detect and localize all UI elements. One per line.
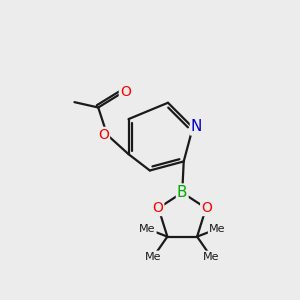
Text: Me: Me [203, 251, 219, 262]
Text: O: O [120, 85, 131, 99]
Text: Me: Me [209, 224, 225, 234]
Text: Me: Me [139, 224, 156, 234]
Text: O: O [201, 201, 212, 215]
Text: B: B [177, 184, 188, 200]
Text: O: O [152, 201, 163, 215]
Text: Me: Me [145, 251, 162, 262]
Text: N: N [191, 119, 202, 134]
Text: O: O [98, 128, 109, 142]
